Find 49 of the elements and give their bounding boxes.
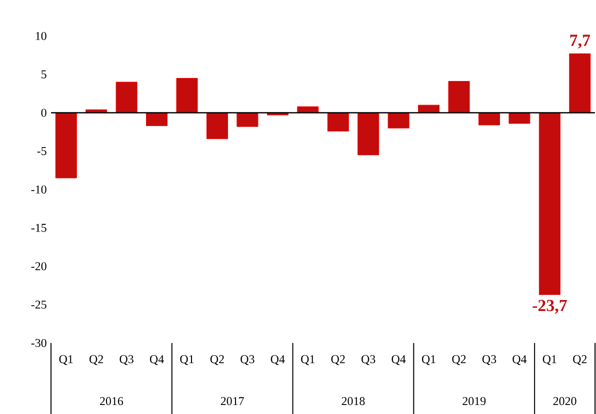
y-tick-label: -10 [31, 185, 46, 194]
y-tick-label: -30 [31, 338, 46, 348]
bar [508, 112, 530, 124]
bar [448, 81, 470, 113]
x-tick-label: Q1 [180, 355, 194, 366]
bar [569, 53, 591, 113]
x-tick-label: Q2 [90, 355, 103, 366]
bar [206, 112, 228, 140]
bar [478, 112, 500, 126]
y-tick-label: -5 [37, 147, 46, 156]
bar [538, 112, 560, 295]
x-tick-label: Q1 [422, 355, 436, 366]
data-label: -23,7 [532, 300, 567, 314]
text: 2020 [553, 397, 576, 406]
bar [327, 112, 349, 132]
y-tick-label: -20 [31, 262, 46, 270]
text: 2017 [220, 397, 244, 406]
y-tick-label: 10 [36, 32, 46, 40]
x-tick-label: Q4 [512, 355, 527, 366]
text: 2018 [342, 397, 365, 406]
x-tick-label: Q2 [573, 355, 587, 366]
x-tick-label: Q3 [240, 355, 254, 366]
y-tick-label: -25 [31, 300, 46, 309]
x-tick-label: Q3 [120, 355, 134, 366]
data-label: 7,7 [570, 34, 590, 48]
x-tick-label: Q1 [59, 355, 73, 366]
x-tick-label: Q4 [150, 355, 164, 366]
x-tick-label: Q4 [392, 355, 406, 366]
bar [236, 112, 258, 127]
x-tick-label: Q2 [210, 355, 224, 366]
bar [388, 112, 410, 128]
y-tick-label: 5 [42, 70, 46, 78]
x-tick-label: Q2 [452, 355, 466, 366]
x-tick-label: Q3 [362, 355, 376, 366]
text: 2019 [462, 397, 486, 406]
bar [55, 112, 77, 178]
y-tick-label: -15 [31, 224, 46, 232]
bar [116, 82, 138, 113]
x-tick-label: Q4 [270, 355, 285, 366]
x-tick-label: Q3 [482, 355, 496, 366]
x-tick-label: Q2 [331, 355, 345, 366]
x-tick-label: Q1 [542, 355, 556, 366]
bar [146, 112, 168, 126]
bar [358, 112, 380, 156]
bar [418, 104, 440, 113]
bar [176, 78, 198, 113]
text: 2016 [100, 397, 124, 406]
x-tick-label: Q1 [301, 355, 314, 366]
y-tick-label: 0 [41, 108, 46, 117]
